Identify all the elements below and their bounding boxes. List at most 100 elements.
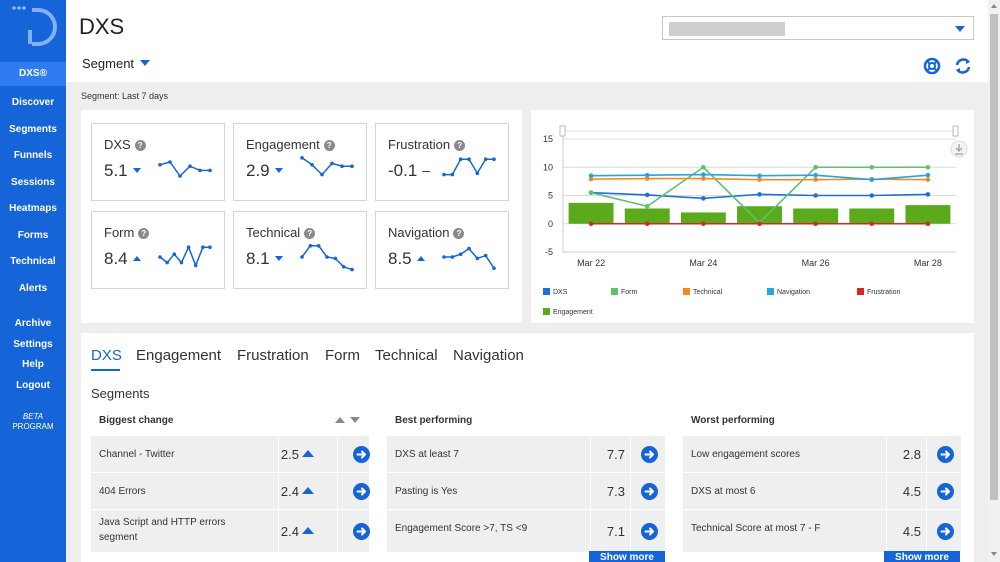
show-more-button[interactable]: Show more [589,551,665,562]
point-navigation[interactable] [757,173,762,179]
beta-program-link[interactable]: BETA PROGRAM [0,412,66,432]
sidebar-item-archive[interactable]: Archive [14,318,52,329]
scroll-down-icon[interactable] [991,552,997,556]
bar-engagement[interactable] [624,208,670,224]
point-navigation[interactable] [925,172,931,178]
help-icon[interactable]: ? [138,228,150,239]
legend-item-engagement[interactable]: Engagement [543,308,593,316]
sidebar-item-logout[interactable]: Logout [16,380,50,391]
point-navigation[interactable] [588,173,594,179]
legend-item-frustration[interactable]: Frustration [857,288,900,296]
table-row[interactable]: Channel - Twitter 2.5 [91,436,370,472]
sidebar-item-discover[interactable]: Discover [11,97,55,108]
legend-item-dxs[interactable]: DXS [543,288,567,296]
point-navigation[interactable] [644,172,650,178]
table-row[interactable]: DXS at most 6 4.5 [683,473,961,509]
go-to-segment-button[interactable] [353,482,370,500]
table-row[interactable]: Pasting is Yes 7.3 [387,473,665,509]
sidebar-item-funnels[interactable]: Funnels [13,150,53,161]
point-dxs[interactable] [757,192,762,197]
help-icon[interactable]: ? [134,140,146,151]
sidebar-item-forms[interactable]: Forms [17,230,49,241]
range-handle-left[interactable] [559,125,566,137]
point-technical[interactable] [701,176,706,181]
metric-tile-engagement[interactable]: Engagement? 2.9 [233,123,367,201]
sidebar-item-technical[interactable]: Technical [10,256,56,267]
table-row[interactable]: 404 Errors 2.4 [91,473,370,509]
point-form[interactable] [925,164,931,170]
point-form[interactable] [869,164,875,170]
scroll-thumb[interactable] [990,14,998,500]
go-to-segment-button[interactable] [937,482,954,500]
point-frustration[interactable] [813,221,818,227]
metric-tile-form[interactable]: Form? 8.4 [91,211,225,289]
sort-asc-icon[interactable] [335,417,345,423]
table-row[interactable]: Java Script and HTTP errors segment 2.4 [91,510,370,552]
sidebar-item-sessions[interactable]: Sessions [11,177,55,188]
tab-technical[interactable]: Technical [375,347,438,364]
tab-frustration[interactable]: Frustration [237,347,309,364]
point-form[interactable] [588,190,594,195]
point-dxs[interactable] [644,192,650,198]
table-row[interactable]: DXS at least 7 7.7 [387,436,665,472]
point-dxs[interactable] [925,192,931,197]
go-to-segment-button[interactable] [937,522,954,540]
sidebar-item-alerts[interactable]: Alerts [18,283,48,294]
bar-engagement[interactable] [568,202,614,224]
table-row[interactable]: Engagement Score >7, TS <9 7.1 [387,510,665,552]
point-technical[interactable] [757,177,762,182]
point-technical[interactable] [925,177,931,182]
point-frustration[interactable] [757,221,762,227]
sidebar-item-heatmaps[interactable]: Heatmaps [9,203,57,214]
point-dxs[interactable] [813,193,818,198]
table-row[interactable]: Technical Score at most 7 - F 4.5 [683,510,961,552]
point-technical[interactable] [644,176,650,181]
show-more-button[interactable]: Show more [884,551,960,562]
go-to-segment-button[interactable] [937,445,954,463]
point-technical[interactable] [813,177,818,182]
legend-item-technical[interactable]: Technical [683,288,722,296]
point-frustration[interactable] [644,221,650,227]
sidebar-item-dxs[interactable]: DXS® [0,62,66,86]
bar-engagement[interactable] [905,205,951,224]
bar-engagement[interactable] [849,208,895,224]
tab-form[interactable]: Form [325,347,360,364]
sidebar-item-help[interactable]: Help [22,359,44,370]
metric-tile-navigation[interactable]: Navigation? 8.5 [375,211,509,289]
point-form[interactable] [644,203,650,209]
scroll-up-icon[interactable] [991,4,997,8]
point-frustration[interactable] [701,221,706,227]
bar-engagement[interactable] [680,212,726,224]
tab-dxs[interactable]: DXS [91,347,122,364]
point-technical[interactable] [588,176,594,182]
point-dxs[interactable] [869,193,875,198]
download-icon[interactable] [950,140,968,158]
point-navigation[interactable] [813,172,818,178]
page-scrollbar[interactable] [988,0,1000,562]
help-icon[interactable]: ? [304,228,316,239]
go-to-segment-button[interactable] [353,445,370,463]
point-frustration[interactable] [588,221,594,227]
help-icon[interactable]: ? [454,140,466,151]
metric-tile-dxs[interactable]: DXS? 5.1 [91,123,225,201]
tab-engagement[interactable]: Engagement [136,347,222,364]
point-navigation[interactable] [869,177,875,182]
point-frustration[interactable] [925,221,931,227]
point-form[interactable] [701,164,706,170]
go-to-segment-button[interactable] [641,482,658,500]
metric-tile-technical[interactable]: Technical? 8.1 [233,211,367,289]
go-to-segment-button[interactable] [353,522,370,540]
point-navigation[interactable] [701,172,706,177]
sidebar-item-settings[interactable]: Settings [13,339,53,350]
help-lifebuoy-icon[interactable] [922,56,942,76]
tab-navigation[interactable]: Navigation [453,347,524,364]
legend-item-form[interactable]: Form [611,288,637,296]
bar-engagement[interactable] [793,208,839,224]
go-to-segment-button[interactable] [641,445,658,463]
site-select[interactable] [662,16,974,40]
point-dxs[interactable] [701,196,706,201]
range-handle-right[interactable] [952,125,959,137]
sidebar-item-segments[interactable]: Segments [9,124,57,135]
legend-item-navigation[interactable]: Navigation [767,288,810,296]
point-form[interactable] [813,164,818,170]
